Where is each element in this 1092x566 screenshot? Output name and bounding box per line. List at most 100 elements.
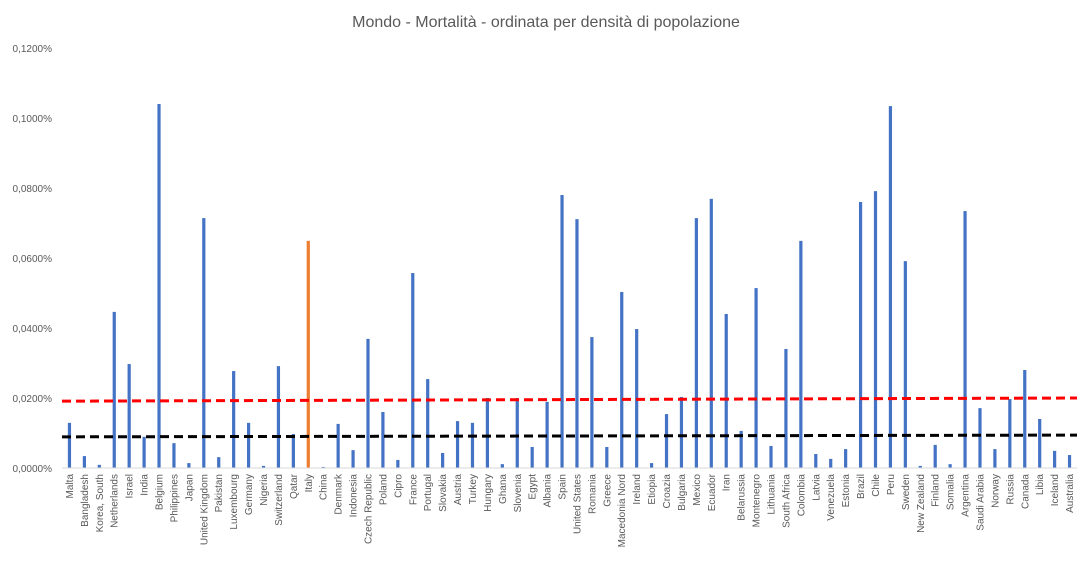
x-tick-label: Japan xyxy=(184,474,195,501)
bars xyxy=(67,104,1072,468)
bar-russia xyxy=(1008,399,1012,468)
bar-switzerland xyxy=(276,366,281,468)
x-tick-label: Bangladesh xyxy=(80,474,91,527)
bar-slovakia xyxy=(441,452,445,468)
bar-denmark xyxy=(336,423,340,468)
red-trend-line xyxy=(61,396,1078,403)
bar-finland xyxy=(933,444,937,468)
x-tick-label: Germany xyxy=(244,474,255,515)
bar-norway xyxy=(993,449,997,468)
x-tick-label: Estonia xyxy=(841,474,852,508)
x-tick-label: Spain xyxy=(558,474,569,500)
bar-brazil xyxy=(858,202,863,468)
bar-turkey xyxy=(470,422,475,468)
x-tick-label: Greece xyxy=(602,474,613,507)
bar-netherlands xyxy=(112,311,116,468)
bar-romania xyxy=(590,337,594,468)
bar-slovenia xyxy=(515,398,519,468)
bar-united-states xyxy=(575,219,579,468)
bar-greece xyxy=(605,447,609,468)
bar-philippines xyxy=(172,443,176,468)
x-tick-label: Belgium xyxy=(155,474,166,510)
x-tick-label: Pakistan xyxy=(214,474,225,512)
x-tick-label: United Kingdom xyxy=(199,474,210,545)
x-tick-label: Argentina xyxy=(961,474,972,517)
x-tick-label: Iran xyxy=(722,474,733,491)
x-tick-label: Australia xyxy=(1065,474,1076,513)
x-tick-label: Romania xyxy=(587,474,598,514)
x-tick-label: Slovenia xyxy=(513,474,524,513)
x-tick-label: Malta xyxy=(65,474,76,499)
bar-pakistan xyxy=(217,457,221,468)
x-tick-label: United States xyxy=(572,474,583,534)
x-tick-label: Egypt xyxy=(528,474,539,500)
bar-korea-south xyxy=(97,464,101,468)
y-tick-label: 0,0200% xyxy=(13,394,53,405)
bar-iceland xyxy=(1053,450,1057,468)
bar-ghana xyxy=(500,464,504,468)
black-trend-line xyxy=(61,433,1078,439)
bar-peru xyxy=(888,106,893,468)
bar-china xyxy=(321,466,325,468)
bar-latvia xyxy=(814,454,818,468)
chart-title: Mondo - Mortalità - ordinata per densità… xyxy=(352,14,740,31)
bar-france xyxy=(411,273,415,468)
bar-venezuela xyxy=(829,458,833,468)
bar-croazia xyxy=(664,414,669,468)
x-tick-label: Montenegro xyxy=(752,474,763,528)
bar-albania xyxy=(545,401,549,468)
x-tick-label: Brazil xyxy=(856,474,867,499)
bar-spain xyxy=(560,195,564,468)
x-tick-label: Mexico xyxy=(692,474,703,506)
bar-germany xyxy=(246,422,251,468)
bar-malta xyxy=(67,422,72,468)
y-tick-label: 0,0600% xyxy=(13,254,53,265)
x-tick-label: Denmark xyxy=(334,473,345,515)
bar-bangladesh xyxy=(82,456,86,468)
bar-libia xyxy=(1038,419,1042,468)
bar-portugal xyxy=(426,379,430,468)
x-tick-label: Russia xyxy=(1005,474,1016,505)
reference-lines xyxy=(61,396,1078,439)
bar-cipro xyxy=(396,459,400,468)
bar-canada xyxy=(1023,370,1027,468)
x-tick-label: Latvia xyxy=(811,474,822,501)
x-tick-label: Venezuela xyxy=(826,474,837,521)
x-tick-label: Italy xyxy=(304,474,315,492)
bar-egypt xyxy=(530,447,534,468)
x-tick-label: Netherlands xyxy=(110,474,121,528)
x-tick-label: Poland xyxy=(378,474,389,505)
x-tick-label: Ecuador xyxy=(707,473,718,511)
x-tick-label: Canada xyxy=(1020,474,1031,509)
y-axis: 0,0000% 0,0200% 0,0400% 0,0600% 0,0800% 0,100… xyxy=(13,44,53,475)
y-tick-label: 0,1000% xyxy=(13,114,53,125)
x-tick-label: Bulgaria xyxy=(677,474,688,511)
x-tick-label: Qatar xyxy=(289,473,300,499)
x-tick-label: Turkey xyxy=(468,474,479,504)
x-tick-label: Iceland xyxy=(1050,474,1061,506)
bar-somalia xyxy=(948,464,952,468)
x-tick-label: Croazia xyxy=(662,474,673,509)
x-tick-label: South Africa xyxy=(781,474,792,528)
bar-macedonia-nord xyxy=(620,291,624,468)
y-tick-label: 0,1200% xyxy=(13,44,53,55)
x-tick-label: Etiopia xyxy=(647,474,658,505)
bar-lithuania xyxy=(769,445,773,468)
x-tick-label: Colombia xyxy=(796,474,807,517)
bar-iran xyxy=(724,314,728,468)
bar-ecuador xyxy=(709,198,713,468)
x-tick-label: Korea, South xyxy=(95,474,106,532)
x-tick-label: Slovakia xyxy=(438,474,449,512)
bar-indonesia xyxy=(351,450,355,468)
x-tick-label: Chile xyxy=(871,474,882,497)
y-tick-label: 0,0800% xyxy=(13,184,53,195)
bar-bulgaria xyxy=(679,396,684,468)
x-tick-label: Sweden xyxy=(901,474,912,510)
x-tick-label: Peru xyxy=(886,474,897,495)
x-tick-label: Lithuania xyxy=(767,474,778,515)
x-tick-label: India xyxy=(140,474,151,496)
x-tick-label: Austria xyxy=(453,474,464,506)
bar-israel xyxy=(127,364,131,468)
bar-austria xyxy=(455,421,460,468)
bar-saudi-arabia xyxy=(978,408,982,468)
